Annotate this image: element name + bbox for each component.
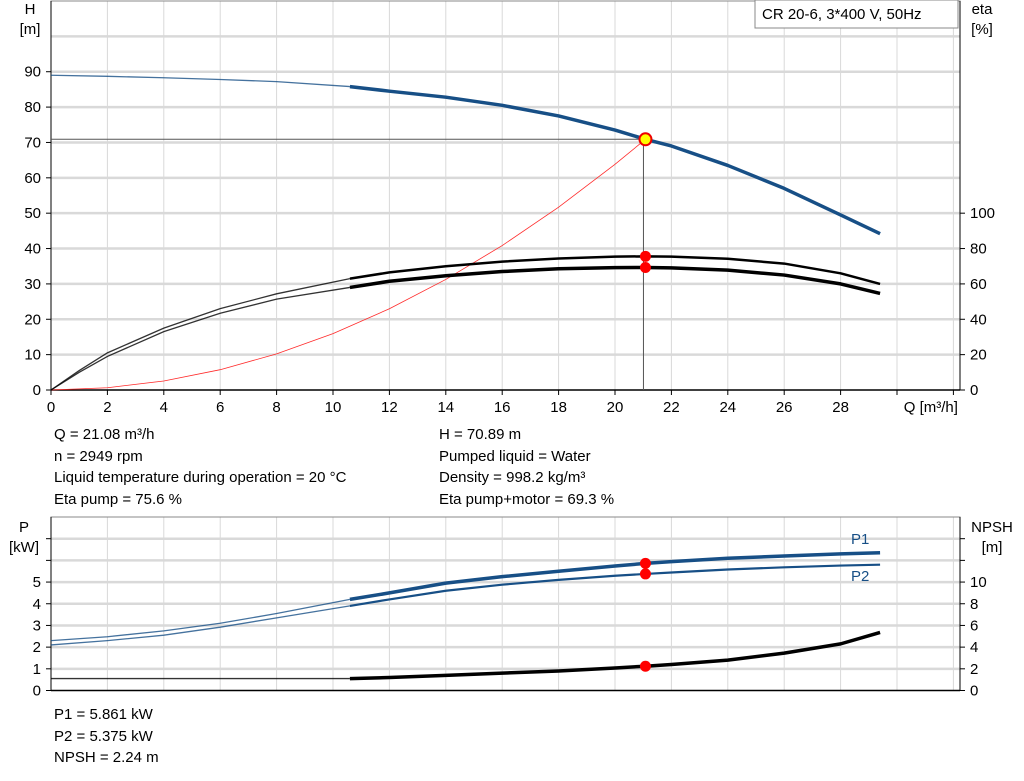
y-tick-label-right: 2 (970, 661, 978, 678)
y-tick-label-right: 10 (970, 574, 987, 591)
eta-pump-curve-thin (50, 277, 351, 391)
eta-pump-curve (349, 255, 881, 286)
plot-frame (50, 0, 961, 391)
y-tick-label-left: 70 (24, 134, 41, 151)
y-tick-label-left: 20 (24, 311, 41, 328)
head-curve-thin (50, 74, 350, 88)
y-tick-label-right: 6 (970, 617, 978, 634)
x-tick-label: 28 (832, 399, 849, 416)
y-axis-unit-right: [m] (982, 539, 1003, 556)
eta-pump-marker (639, 250, 651, 262)
x-tick-label: 20 (607, 399, 624, 416)
x-tick-label: 10 (325, 399, 342, 416)
info-npsh: NPSH = 2.24 m (54, 749, 159, 766)
y-axis-unit-left: [m] (20, 21, 41, 38)
y-tick-label-left: 0 (33, 382, 41, 399)
system-curve (50, 138, 646, 391)
info-p1: P1 = 5.861 kW (54, 706, 153, 723)
y-tick-label-right: 40 (970, 311, 987, 328)
p1-marker (639, 557, 651, 569)
x-tick-label: 2 (103, 399, 111, 416)
x-tick-label: 0 (47, 399, 55, 416)
y-tick-label-right: 4 (970, 639, 978, 656)
p2-series-label: P2 (851, 568, 869, 585)
y-tick-label-right: 20 (970, 347, 987, 364)
y-axis-label-right: NPSH (971, 519, 1013, 536)
duty-point-marker (638, 132, 653, 147)
eta-pump-motor-marker (639, 261, 651, 273)
info-eta-pump: Eta pump = 75.6 % (54, 490, 182, 508)
x-tick-label: 16 (494, 399, 511, 416)
x-tick-label: 4 (160, 399, 168, 416)
info-flow: Q = 21.08 m³/h (54, 426, 155, 443)
chart-title: CR 20-6, 3*400 V, 50Hz (762, 6, 922, 23)
y-tick-label-left: 30 (24, 276, 41, 293)
p1-series-label: P1 (851, 531, 869, 548)
p2-curve-thin (50, 605, 351, 646)
y-tick-label-left: 40 (24, 241, 41, 258)
y-tick-label-left: 4 (33, 596, 41, 613)
y-axis-label-left: P (19, 519, 29, 536)
y-tick-label-left: 60 (24, 170, 41, 187)
y-tick-label-right: 80 (970, 241, 987, 258)
info-eta-pump-motor: Eta pump+motor = 69.3 % (439, 490, 615, 508)
npsh-marker (639, 660, 651, 672)
x-axis-label: Q [m³/h] (904, 399, 958, 416)
y-tick-label-left: 90 (24, 64, 41, 81)
y-tick-label-left: 50 (24, 205, 41, 222)
y-tick-label-right: 60 (970, 276, 987, 293)
x-tick-label: 8 (272, 399, 280, 416)
y-tick-label-left: 2 (33, 639, 41, 656)
p2-curve (349, 563, 881, 608)
x-tick-label: 18 (550, 399, 567, 416)
y-axis-unit-left: [kW] (9, 539, 39, 556)
y-tick-label-right: 8 (970, 596, 978, 613)
info-density: Density = 998.2 kg/m³ (439, 469, 586, 486)
npsh-curve (349, 630, 881, 681)
info-liquid: Pumped liquid = Water (439, 447, 591, 465)
y-tick-label-right: 0 (970, 382, 978, 399)
x-tick-label: 12 (381, 399, 398, 416)
info-temperature: Liquid temperature during operation = 20… (54, 469, 347, 486)
y-tick-label-right: 100 (970, 205, 995, 222)
info-bottom: P1 = 5.861 kW P2 = 5.375 kW NPSH = 2.24 … (54, 704, 159, 769)
y-tick-label-left: 80 (24, 99, 41, 116)
info-head: H = 70.89 m (439, 426, 522, 443)
eta-pump-motor-curve (349, 265, 881, 296)
x-tick-label: 6 (216, 399, 224, 416)
p1-curve (349, 551, 881, 602)
info-right: H = 70.89 m Pumped liquid = Water Densit… (439, 424, 614, 510)
y-tick-label-left: 10 (24, 347, 41, 364)
x-tick-label: 24 (719, 399, 736, 416)
p1-curve-thin (50, 598, 351, 642)
y-tick-label-left: 5 (33, 574, 41, 591)
head-curve (349, 84, 881, 236)
x-tick-label: 26 (776, 399, 793, 416)
y-tick-label-left: 1 (33, 661, 41, 678)
info-speed: n = 2949 rpm (54, 447, 143, 465)
info-left: Q = 21.08 m³/h n = 2949 rpm Liquid tempe… (54, 424, 346, 510)
y-tick-label-right: 0 (970, 683, 978, 700)
x-tick-label: 14 (437, 399, 454, 416)
y-axis-label-left: H (25, 1, 36, 18)
y-axis-label-right: eta (972, 1, 994, 18)
p2-marker (639, 568, 651, 580)
y-axis-unit-right: [%] (971, 21, 993, 38)
eta-pump-motor-curve-thin (50, 286, 351, 391)
x-tick-label: 22 (663, 399, 680, 416)
y-tick-label-left: 0 (33, 683, 41, 700)
legend-box (754, 0, 959, 29)
y-tick-label-left: 3 (33, 617, 41, 634)
info-p2: P2 = 5.375 kW (54, 727, 153, 745)
